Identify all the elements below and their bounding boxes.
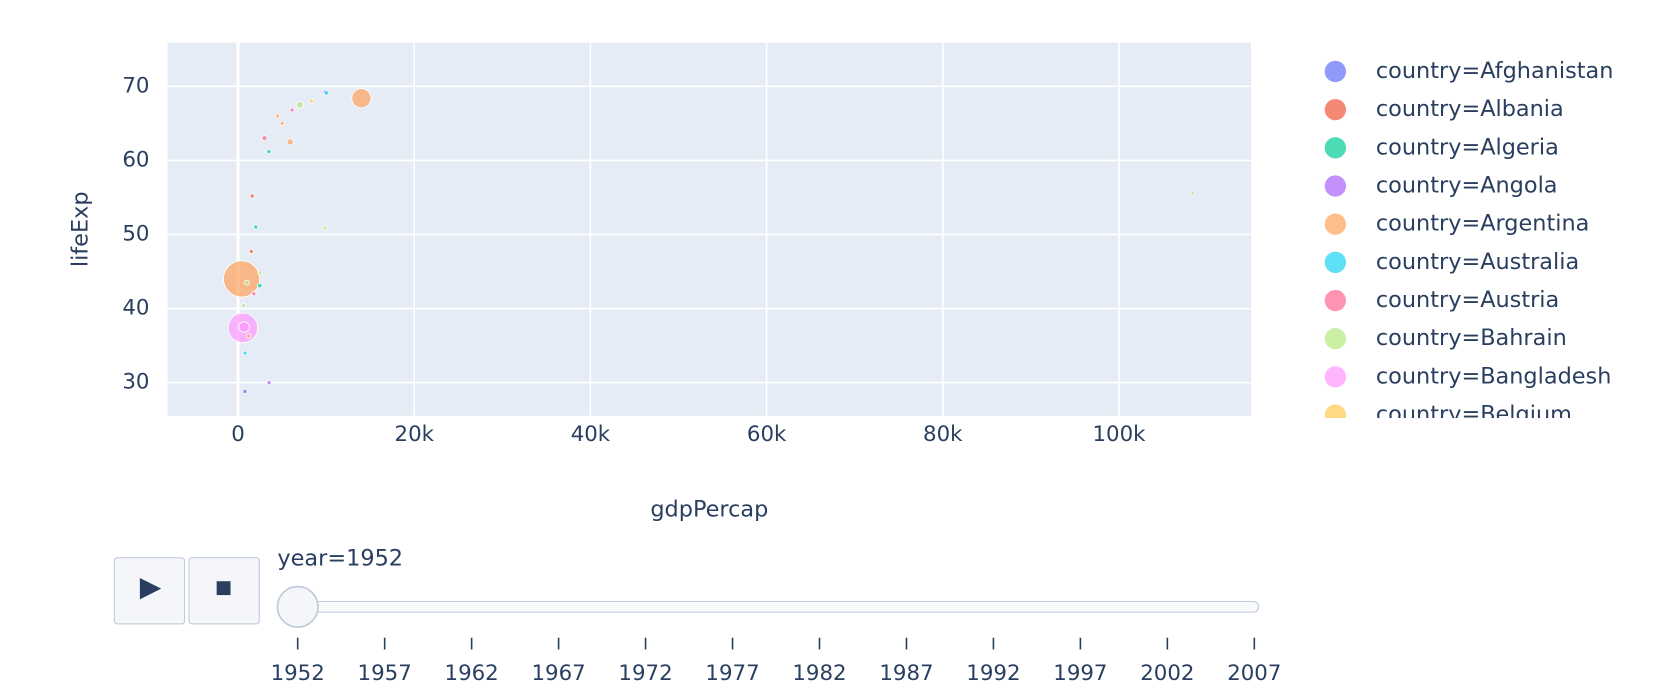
slider-step-label[interactable]: 1992 [966, 661, 1020, 686]
point [244, 279, 250, 286]
legend-label[interactable]: country=Angola [1376, 172, 1558, 198]
point [266, 380, 272, 386]
point [1190, 190, 1196, 196]
slider-step-label[interactable]: 1987 [879, 661, 933, 686]
legend-label[interactable]: country=Algeria [1376, 134, 1559, 160]
point [256, 282, 263, 289]
point [242, 350, 248, 356]
plot-area [167, 42, 1252, 416]
point [289, 107, 295, 113]
play-icon [139, 578, 162, 600]
legend-marker[interactable] [1324, 213, 1347, 235]
legend-marker[interactable] [1324, 60, 1347, 83]
point [295, 101, 304, 109]
y-tick-label: 70 [122, 73, 149, 98]
y-tick-label: 50 [122, 221, 149, 246]
point [266, 148, 272, 155]
play-button[interactable] [113, 557, 186, 625]
y-axis-title: lifeExp [68, 191, 94, 267]
point [257, 270, 263, 276]
point [246, 333, 252, 339]
point [279, 120, 285, 126]
legend-marker[interactable] [1324, 251, 1347, 274]
slider-step-label[interactable]: 2007 [1227, 661, 1281, 686]
point [253, 224, 259, 230]
point [248, 248, 254, 255]
legend-marker[interactable] [1324, 366, 1347, 388]
point [261, 135, 268, 142]
stop-icon [216, 581, 231, 596]
point [249, 193, 255, 199]
legend-label[interactable]: country=Afghanistan [1376, 58, 1614, 84]
slider-handle[interactable] [276, 585, 319, 628]
x-tick-label: 0 [231, 422, 245, 447]
legend-label[interactable]: country=Albania [1376, 96, 1564, 122]
legend-marker[interactable] [1324, 175, 1347, 197]
legend-marker[interactable] [1324, 404, 1347, 425]
legend-label[interactable]: country=Belgium [1376, 402, 1572, 428]
point [322, 225, 328, 231]
point [275, 113, 281, 119]
slider-step-label[interactable]: 1962 [445, 661, 499, 686]
slider-step-label[interactable]: 1952 [271, 661, 325, 686]
y-tick-label: 60 [122, 147, 149, 172]
y-tick-label: 40 [122, 296, 149, 321]
slider-current-label: year=1952 [277, 545, 403, 571]
legend-label[interactable]: country=Argentina [1376, 211, 1589, 237]
point [351, 88, 372, 109]
point [223, 260, 261, 298]
x-tick-label: 60k [747, 422, 787, 447]
stop-button[interactable] [188, 557, 260, 625]
slider-step-label[interactable]: 1967 [531, 661, 585, 686]
point [323, 90, 330, 96]
x-tick-label: 80k [923, 422, 963, 447]
point [238, 321, 250, 333]
x-tick-label: 40k [571, 422, 611, 447]
slider-step-label[interactable]: 1997 [1053, 661, 1107, 686]
slider-step-label[interactable]: 1972 [618, 661, 672, 686]
slider-step-label[interactable]: 1957 [358, 661, 412, 686]
legend-marker[interactable] [1324, 98, 1347, 121]
x-tick-label: 100k [1092, 422, 1146, 447]
legend-label[interactable]: country=Austria [1376, 287, 1559, 313]
x-tick-label: 20k [395, 422, 435, 447]
point [240, 303, 246, 309]
slider-step-label[interactable]: 2002 [1140, 661, 1194, 686]
legend-marker[interactable] [1324, 289, 1347, 312]
legend-marker[interactable] [1324, 328, 1347, 350]
legend-label[interactable]: country=Bangladesh [1376, 363, 1612, 389]
legend-label[interactable]: country=Australia [1376, 249, 1579, 275]
x-axis-title: gdpPercap [650, 496, 768, 522]
y-tick-label: 30 [122, 370, 149, 395]
slider-step-label[interactable]: 1982 [792, 661, 846, 686]
slider-rail[interactable] [279, 600, 1260, 613]
point [251, 291, 257, 297]
legend-marker[interactable] [1324, 137, 1347, 159]
point [286, 138, 294, 146]
slider-step-label[interactable]: 1977 [705, 661, 759, 686]
point [242, 388, 248, 395]
legend-label[interactable]: country=Bahrain [1376, 325, 1567, 351]
point [308, 98, 315, 104]
